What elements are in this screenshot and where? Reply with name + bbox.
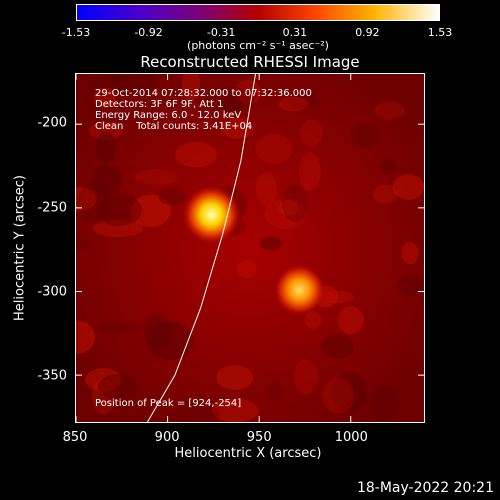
texture-blob [300,119,324,146]
annotation-time: 29-Oct-2014 07:28:32.000 to 07:32:36.000 [95,88,312,99]
texture-blob [293,359,318,395]
texture-blob [96,193,142,227]
texture-blob [216,365,254,391]
texture-blob [203,86,255,114]
texture-blob [111,74,158,95]
texture-blob [223,93,242,118]
y-tick-label: -250 [37,200,67,216]
texture-blob [255,133,293,165]
heatmap-sources [181,184,326,316]
colorbar-tick-label: -1.53 [61,26,91,39]
texture-blob [282,183,309,223]
texture-blob [174,399,220,422]
texture-blob [374,101,405,120]
texture-blob [130,194,172,228]
texture-blob [234,79,261,105]
y-tick-label: -350 [37,368,67,384]
texture-blob [298,152,321,192]
texture-blob [259,236,283,251]
texture-blob [91,164,123,196]
annotation-block: 29-Oct-2014 07:28:32.000 to 07:32:36.000… [95,88,312,132]
colorbar [76,4,440,21]
texture-blob [182,74,201,100]
texture-blob [211,398,260,422]
solar-limb-line [147,74,256,422]
texture-blob [401,241,419,265]
footer-timestamp: 18-May-2022 20:21 [356,480,494,496]
texture-blob [396,275,424,297]
texture-blob [97,321,144,334]
y-tick-label: -300 [37,284,67,300]
texture-blob [332,372,368,413]
heatmap-texture [76,74,424,422]
emission-source [181,184,242,245]
texture-blob [76,320,95,354]
texture-blob [134,169,179,185]
heatmap-plot [75,73,425,423]
texture-blob [76,237,93,250]
x-tick-label: 850 [62,430,88,445]
texture-blob [93,87,117,108]
texture-blob [338,306,364,335]
colorbar-tick-label: 1.53 [427,26,453,39]
colorbar-tick-label: 0.92 [355,26,380,39]
heatmap-background [76,74,424,422]
colorbar-tick-label: -0.31 [206,26,236,39]
annotation-energy: Energy Range: 6.0 - 12.0 keV [95,110,242,121]
texture-blob [175,141,218,168]
y-axis-label: Heliocentric Y (arcsec) [12,175,28,321]
texture-blob [350,124,380,148]
y-tick-label: -200 [37,115,67,131]
texture-blob [158,188,186,205]
texture-blob [84,368,122,392]
texture-blob [98,373,138,400]
peak-position-label: Position of Peak = [924,-254] [95,398,242,409]
colorbar-unit: (photons cm⁻² s⁻¹ asec⁻²) [187,39,329,52]
texture-blob [143,312,171,351]
annotation-detectors: Detectors: 3F 6F 9F, Att 1 [95,99,224,110]
texture-blob [266,381,283,403]
texture-blob [392,174,424,200]
texture-blob [91,378,116,415]
annotation-counts: Clean Total counts: 3.41E+04 [95,121,253,132]
chart-title: Reconstructed RHESSI Image [140,53,360,71]
texture-blob [372,184,398,204]
texture-blob [255,172,278,206]
texture-blob [86,74,123,99]
x-tick-label: 950 [246,430,272,445]
texture-blob [277,96,309,112]
x-axis-label: Heliocentric X (arcsec) [174,446,322,461]
texture-blob [304,310,322,330]
texture-blob [76,187,97,212]
texture-blob [95,131,117,164]
texture-blob [320,334,355,359]
texture-blob [278,199,298,216]
texture-blob [88,121,123,141]
colorbar-tick-label: 0.31 [282,26,308,39]
texture-blob [92,219,144,238]
colorbar-tick-label: -0.92 [134,26,163,39]
x-tick-label: 1000 [334,430,368,445]
texture-blob [322,377,355,414]
texture-blob [379,157,397,175]
texture-blob [236,259,257,279]
axis-tick-marks [76,74,424,422]
emission-source [273,263,326,316]
texture-blob [369,384,400,422]
texture-blob [146,321,194,361]
texture-blob [287,91,322,110]
x-tick-label: 900 [154,430,180,445]
